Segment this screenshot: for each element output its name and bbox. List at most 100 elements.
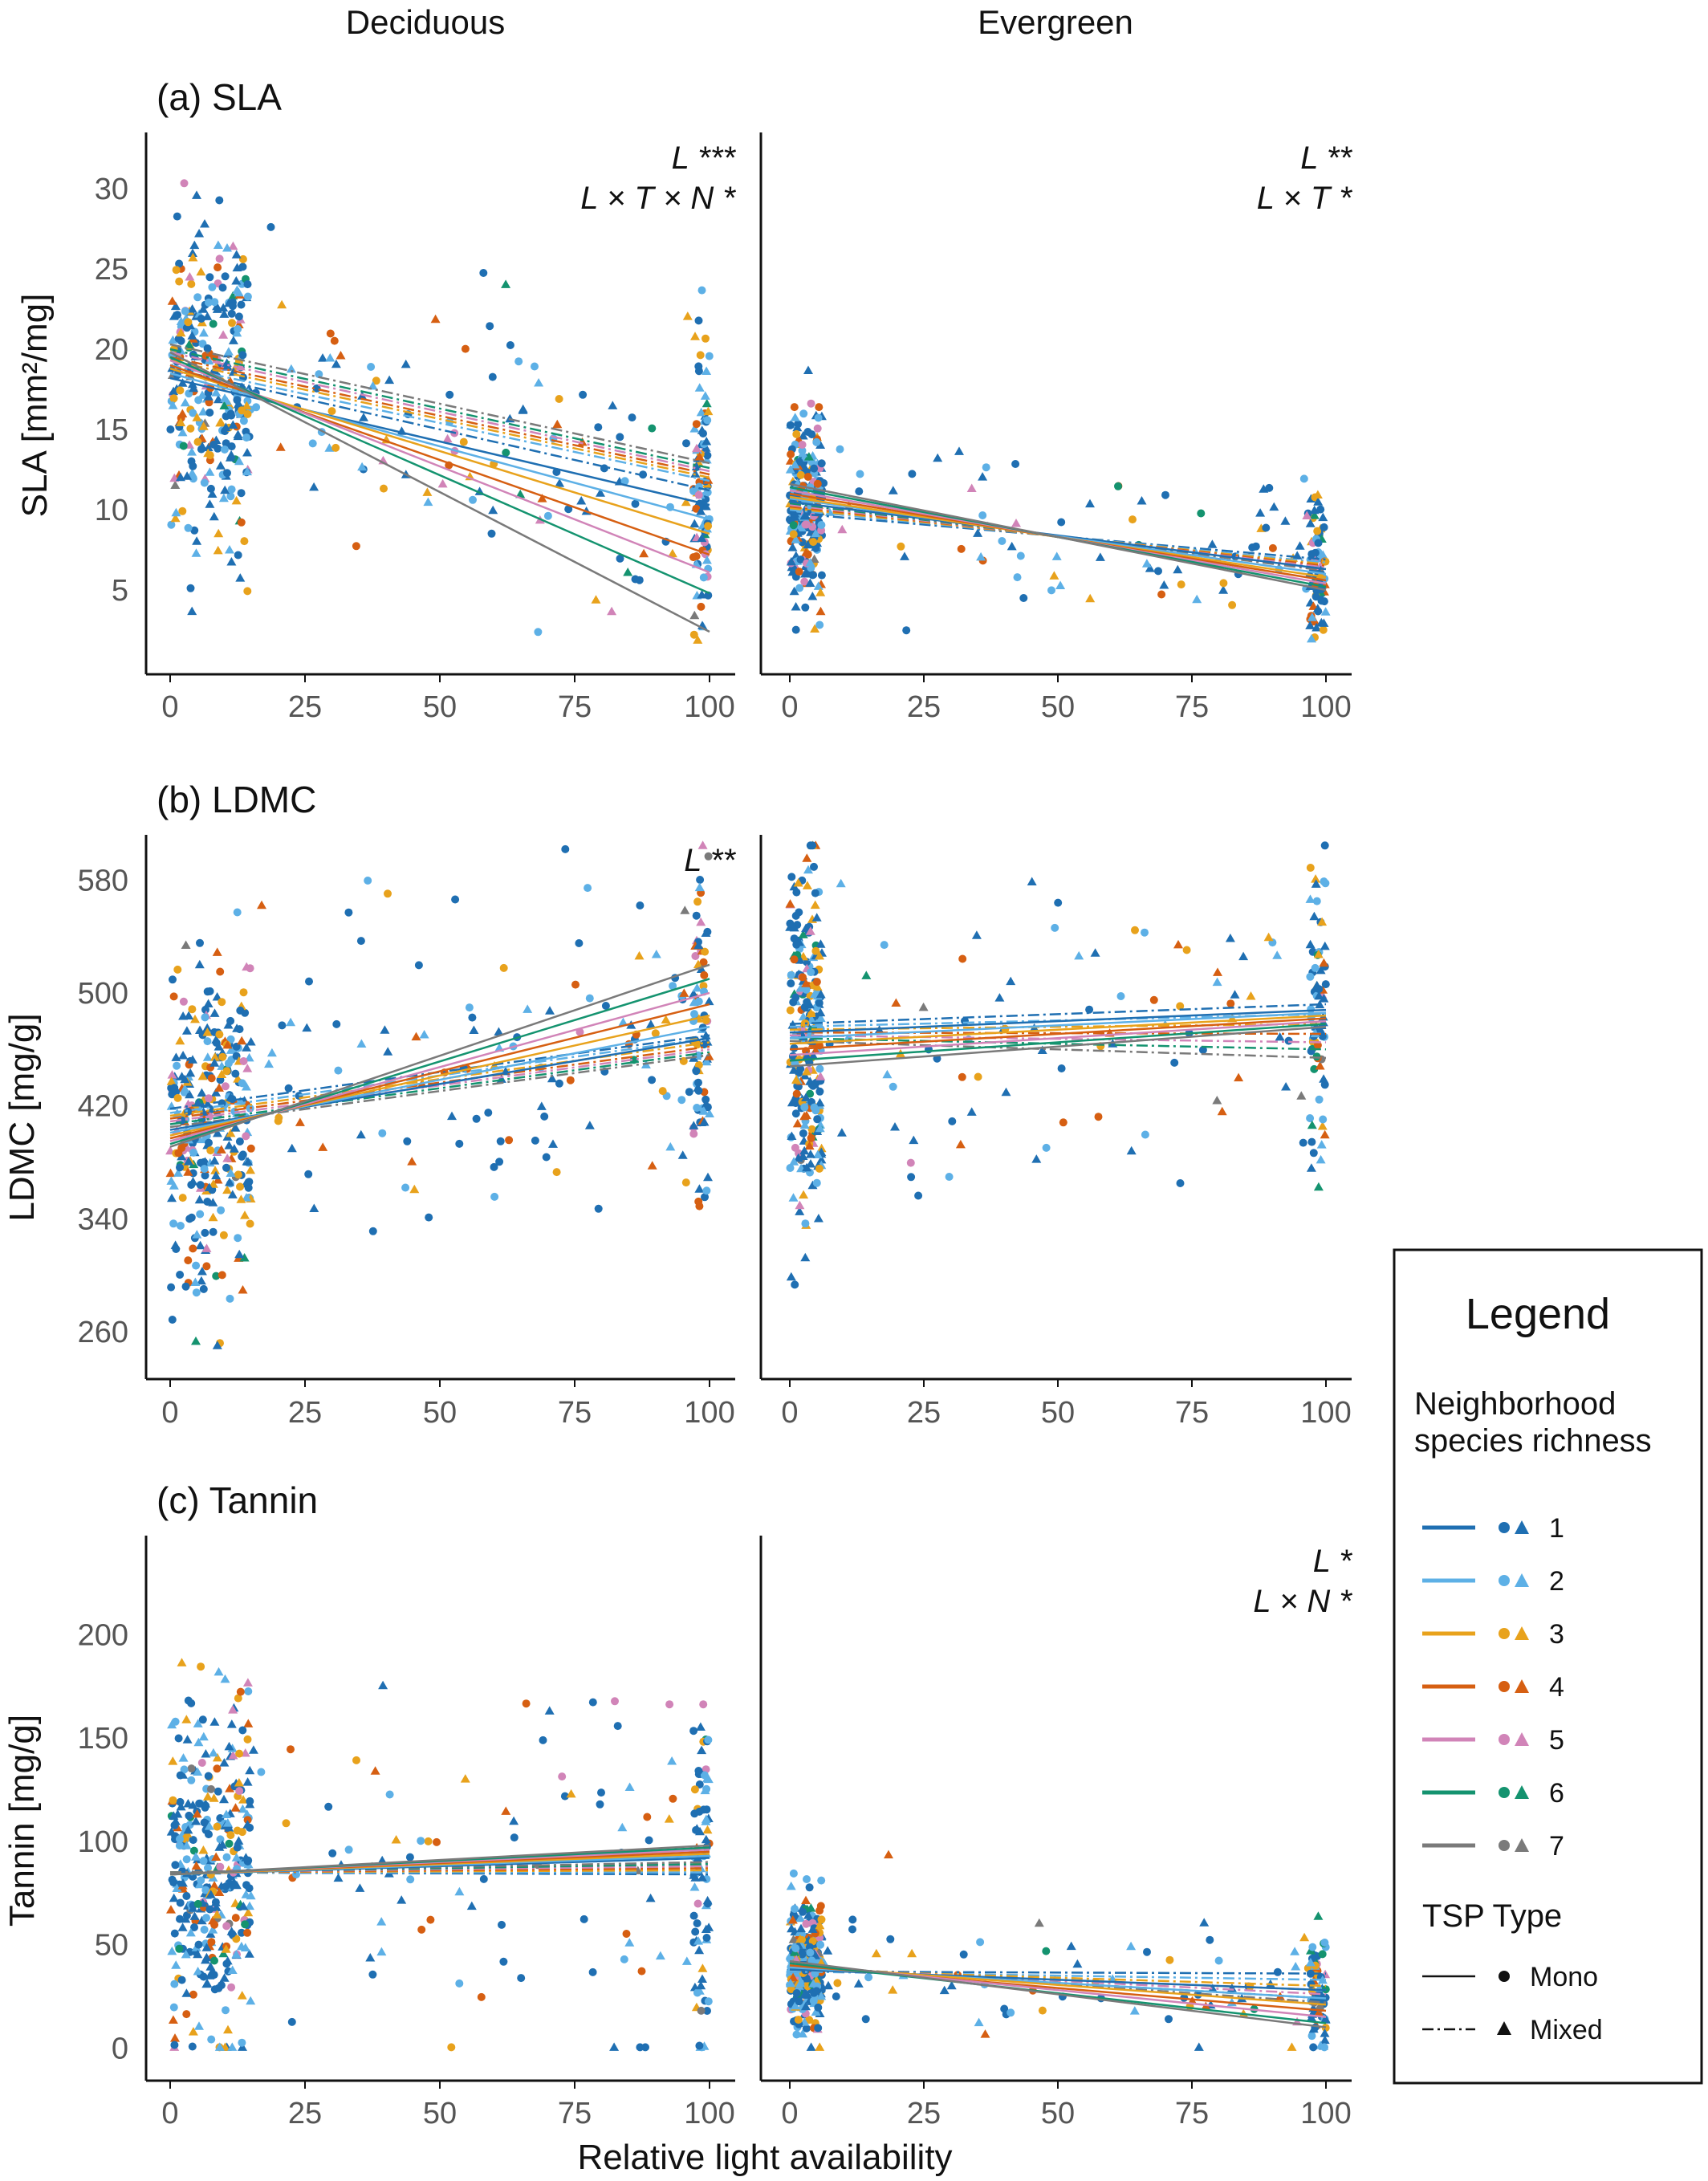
y-tick-label: 50 <box>95 1929 128 1963</box>
point-mono <box>1299 474 1308 483</box>
point-mono <box>189 1846 198 1855</box>
point-mixed <box>1173 564 1183 574</box>
point-mixed <box>702 1056 712 1066</box>
point-mixed <box>807 1924 818 1933</box>
point-mono <box>186 584 195 592</box>
point-mixed <box>213 1128 222 1137</box>
point-mixed <box>309 482 319 491</box>
fit-line-mixed-5 <box>169 351 710 473</box>
point-mixed <box>189 240 200 250</box>
point-mixed <box>182 1735 193 1744</box>
point-mixed <box>170 513 181 523</box>
point-mono <box>182 2010 191 2019</box>
point-mixed <box>693 959 703 969</box>
point-mono <box>330 336 339 345</box>
y-axis-label-ldmc: LDMC [mg/g] <box>2 1013 42 1221</box>
point-mono <box>616 554 624 563</box>
point-mono <box>799 1129 807 1137</box>
fit-line-mono-6 <box>169 356 710 595</box>
point-mixed <box>419 1030 429 1039</box>
point-mixed <box>692 443 702 453</box>
point-mixed <box>799 1990 810 1999</box>
point-mixed <box>188 1177 198 1186</box>
point-mono <box>693 1988 702 1997</box>
point-mixed <box>1085 498 1095 508</box>
point-mono <box>194 1940 203 1949</box>
point-mixed <box>700 391 710 400</box>
point-mono <box>499 1957 508 1966</box>
point-mixed <box>803 1910 813 1919</box>
chart-1: 260 340 420 500 580 0 25 50 75 100 L ** 0 25 50 75 100 <box>78 835 1352 1430</box>
point-mixed <box>396 1895 407 1904</box>
point-mono <box>215 254 224 263</box>
point-mono <box>1268 543 1277 552</box>
point-mixed <box>698 1106 709 1115</box>
point-mixed <box>584 1121 595 1129</box>
point-mixed <box>231 1949 242 1959</box>
point-mixed <box>548 1139 558 1148</box>
point-mixed <box>1309 911 1320 921</box>
point-mono <box>564 505 573 514</box>
point-mixed <box>799 1190 809 1199</box>
point-mono <box>1310 1064 1319 1073</box>
point-mixed <box>1311 879 1321 888</box>
point-mono <box>696 351 705 360</box>
point-mono <box>786 421 795 429</box>
fit-line-mixed-4 <box>169 1045 710 1120</box>
point-mixed <box>224 1823 234 1832</box>
point-mixed <box>918 1002 929 1011</box>
point-mixed <box>1199 1918 1210 1927</box>
point-mixed <box>234 1836 244 1845</box>
legend-level-circle-5 <box>1499 1734 1510 1745</box>
point-mono <box>704 1997 713 2006</box>
point-mixed <box>1159 580 1169 589</box>
point-mixed <box>177 1878 188 1887</box>
point-mono <box>611 1697 619 1706</box>
point-mixed <box>170 2033 180 2042</box>
point-mono <box>813 479 822 488</box>
point-mixed <box>205 467 215 476</box>
point-mixed <box>380 1025 390 1034</box>
point-mono <box>702 1934 711 1942</box>
point-mono <box>169 2003 178 2012</box>
point-mono <box>207 1074 216 1083</box>
point-mixed <box>228 291 238 300</box>
point-mono <box>791 993 800 1002</box>
point-mixed <box>1318 512 1328 522</box>
point-mono <box>196 1181 205 1190</box>
point-mono <box>958 1072 966 1081</box>
point-mixed <box>552 419 563 429</box>
point-mono <box>222 1882 230 1891</box>
point-mono <box>692 1825 701 1834</box>
point-mixed <box>222 1809 231 1818</box>
panel-2-evergreen: 0 25 50 75 100 L * L × N * <box>759 1536 1352 2130</box>
point-mixed <box>228 367 238 376</box>
point-mono <box>176 1771 185 1780</box>
point-mixed <box>189 1911 200 1920</box>
point-mono <box>832 1992 840 2001</box>
point-mono <box>817 459 826 468</box>
point-mono <box>1314 607 1323 616</box>
point-mono <box>206 484 215 493</box>
point-mono <box>243 397 252 405</box>
point-mixed <box>198 328 209 337</box>
point-mixed <box>201 1943 212 1951</box>
point-mono <box>1265 483 1274 492</box>
x-tick-label: 25 <box>907 1396 941 1430</box>
significance-label: L × T × N * <box>580 181 736 216</box>
point-mixed <box>811 913 822 922</box>
point-mixed <box>790 2000 800 2010</box>
point-mixed <box>1055 580 1066 589</box>
point-mixed <box>430 314 441 323</box>
point-mixed <box>618 1017 628 1027</box>
point-mono <box>801 520 810 529</box>
point-mono <box>803 1875 811 1883</box>
point-mono <box>803 473 812 481</box>
point-mono <box>689 1727 698 1735</box>
significance-label: L × N * <box>1253 1584 1352 1619</box>
point-mono <box>225 1839 234 1848</box>
point-mono <box>1149 995 1158 1004</box>
point-mixed <box>333 1873 344 1882</box>
point-mixed <box>798 431 808 440</box>
point-mixed <box>815 606 826 616</box>
